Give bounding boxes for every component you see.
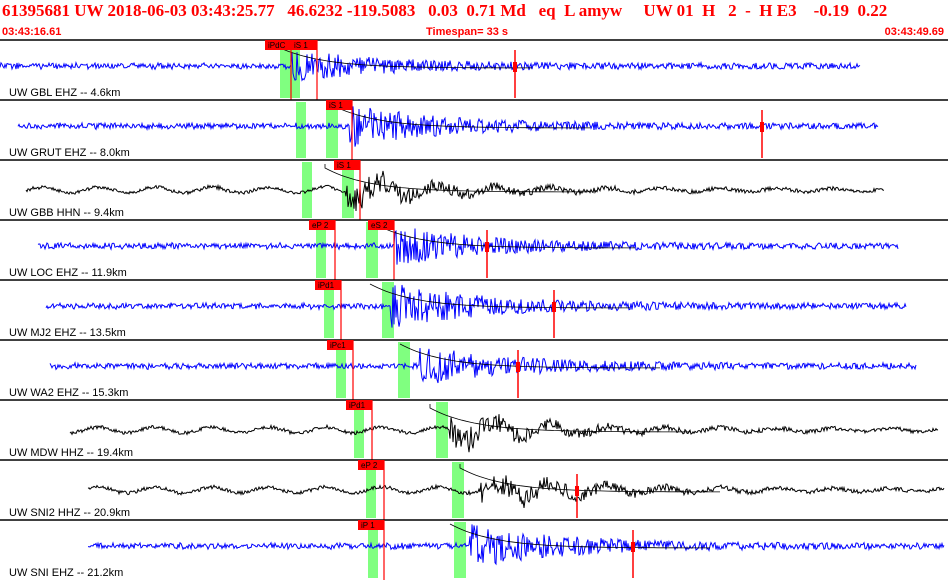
pick-label: eP 2 xyxy=(312,221,329,230)
amplitude-marker xyxy=(516,362,520,372)
p-pick-window xyxy=(302,162,312,218)
s-pick-window xyxy=(436,402,448,458)
waveform xyxy=(49,347,917,384)
coda-duration-curve xyxy=(459,464,720,493)
pick-label: eP 2 xyxy=(361,461,378,470)
p-pick[interactable]: iPd1 xyxy=(315,280,342,340)
pick-box xyxy=(334,160,360,170)
pick-label: iS 1 xyxy=(329,101,343,110)
start-time: 03:43:16.61 xyxy=(2,26,62,38)
coda-duration-curve xyxy=(429,404,690,433)
coda-duration-curve xyxy=(399,343,660,369)
p-pick-window xyxy=(280,42,290,98)
pick-label: iPdC xyxy=(268,41,286,50)
trace-row[interactable]: iPd1 UW MJ2 EHZ -- 13.5km xyxy=(0,279,948,340)
coda-duration-curve xyxy=(449,523,710,549)
pick-label: iPc1 xyxy=(330,341,346,350)
s-pick-window xyxy=(454,522,466,578)
amplitude-marker xyxy=(631,542,635,552)
s-pick-window xyxy=(342,162,354,218)
waveform xyxy=(87,475,945,508)
s-pick-window xyxy=(382,282,394,338)
pick-box xyxy=(309,220,335,230)
p-pick-window xyxy=(336,342,346,398)
waveform xyxy=(0,52,861,82)
trace-label: UW WA2 EHZ -- 15.3km xyxy=(9,387,128,399)
timespan-label: Timespan= 33 s xyxy=(426,26,509,38)
s-pick[interactable]: iS 1 xyxy=(291,40,318,100)
trace-row[interactable]: iS 1 UW GRUT EHZ -- 8.0km xyxy=(0,99,948,160)
waveform xyxy=(87,524,945,566)
pick-box xyxy=(326,100,352,110)
p-pick-window xyxy=(366,462,376,518)
amplitude-marker xyxy=(552,302,556,312)
trace-row[interactable]: eP 2 UW SNI2 HHZ -- 20.9km xyxy=(0,459,948,520)
amplitude-marker xyxy=(485,242,489,252)
coda-duration-curve xyxy=(374,223,635,249)
waveform xyxy=(37,228,899,265)
pick-label: iPd1 xyxy=(349,401,366,410)
trace-label: UW GBL EHZ -- 4.6km xyxy=(9,87,120,99)
coda-duration-curve xyxy=(271,43,532,69)
trace-label: UW MJ2 EHZ -- 13.5km xyxy=(9,327,126,339)
p-pick[interactable]: eP 2 xyxy=(309,220,336,280)
end-time: 03:43:49.69 xyxy=(884,26,944,38)
trace-row[interactable]: iP 1 UW SNI EHZ -- 21.2km xyxy=(0,519,948,580)
p-pick-window xyxy=(296,102,306,158)
coda-duration-curve xyxy=(324,164,585,193)
pick-label: iS 1 xyxy=(294,41,308,50)
trace-label: UW LOC EHZ -- 11.9km xyxy=(9,267,127,279)
pick-label: eS 2 xyxy=(371,221,388,230)
p-pick[interactable]: iP 1 xyxy=(358,520,385,580)
amplitude-marker xyxy=(575,486,579,496)
p-pick-window xyxy=(316,222,326,278)
trace-label: UW SNI EHZ -- 21.2km xyxy=(9,567,123,579)
s-pick[interactable]: eS 2 xyxy=(368,220,395,280)
trace-row[interactable]: iS 1 UW GBB HHN -- 9.4km xyxy=(0,159,948,220)
pick-box xyxy=(315,280,341,290)
trace-row[interactable]: iPd1 UW MDW HHZ -- 19.4km xyxy=(0,399,948,460)
pick-box xyxy=(265,40,291,50)
s-pick[interactable]: iS 1 xyxy=(334,160,361,220)
event-header: 61395681 UW 2018-06-03 03:43:25.77 46.62… xyxy=(0,0,948,40)
pick-box xyxy=(358,520,384,530)
trace-row[interactable]: iPdC iS 1 UW GBL EHZ -- 4.6km xyxy=(0,39,948,100)
pick-box xyxy=(291,40,317,50)
s-pick-window xyxy=(326,102,338,158)
trace-label: UW MDW HHZ -- 19.4km xyxy=(9,447,133,459)
amplitude-marker xyxy=(760,122,764,132)
pick-box xyxy=(327,340,353,350)
p-pick-window xyxy=(354,402,364,458)
pick-box xyxy=(346,400,372,410)
pick-label: iPd1 xyxy=(318,281,335,290)
pick-label: iS 1 xyxy=(337,161,351,170)
coda-duration-curve xyxy=(369,283,630,309)
p-pick-window xyxy=(324,282,334,338)
p-pick[interactable]: eP 2 xyxy=(358,460,385,520)
trace-label: UW GRUT EHZ -- 8.0km xyxy=(9,147,130,159)
coda-duration-curve xyxy=(329,103,590,129)
p-pick[interactable]: iPc1 xyxy=(327,340,354,400)
waveform xyxy=(45,284,907,328)
p-pick[interactable]: iPd1 xyxy=(346,400,373,460)
waveform xyxy=(69,414,939,453)
trace-row[interactable]: eP 2 eS 2 UW LOC EHZ -- 11.9km xyxy=(0,219,948,280)
waveform xyxy=(17,106,879,147)
pick-box xyxy=(358,460,384,470)
p-pick-window xyxy=(368,522,378,578)
amplitude-marker xyxy=(513,62,517,72)
trace-row[interactable]: iPc1 UW WA2 EHZ -- 15.3km xyxy=(0,339,948,400)
trace-label: UW GBB HHN -- 9.4km xyxy=(9,207,124,219)
pick-box xyxy=(368,220,394,230)
event-summary-line: 61395681 UW 2018-06-03 03:43:25.77 46.62… xyxy=(2,1,888,20)
pick-label: iP 1 xyxy=(361,521,375,530)
trace-label: UW SNI2 HHZ -- 20.9km xyxy=(9,507,130,519)
s-pick-window xyxy=(398,342,410,398)
s-pick-window xyxy=(452,462,464,518)
s-pick-window xyxy=(366,222,378,278)
s-pick[interactable]: iS 1 xyxy=(326,100,353,160)
